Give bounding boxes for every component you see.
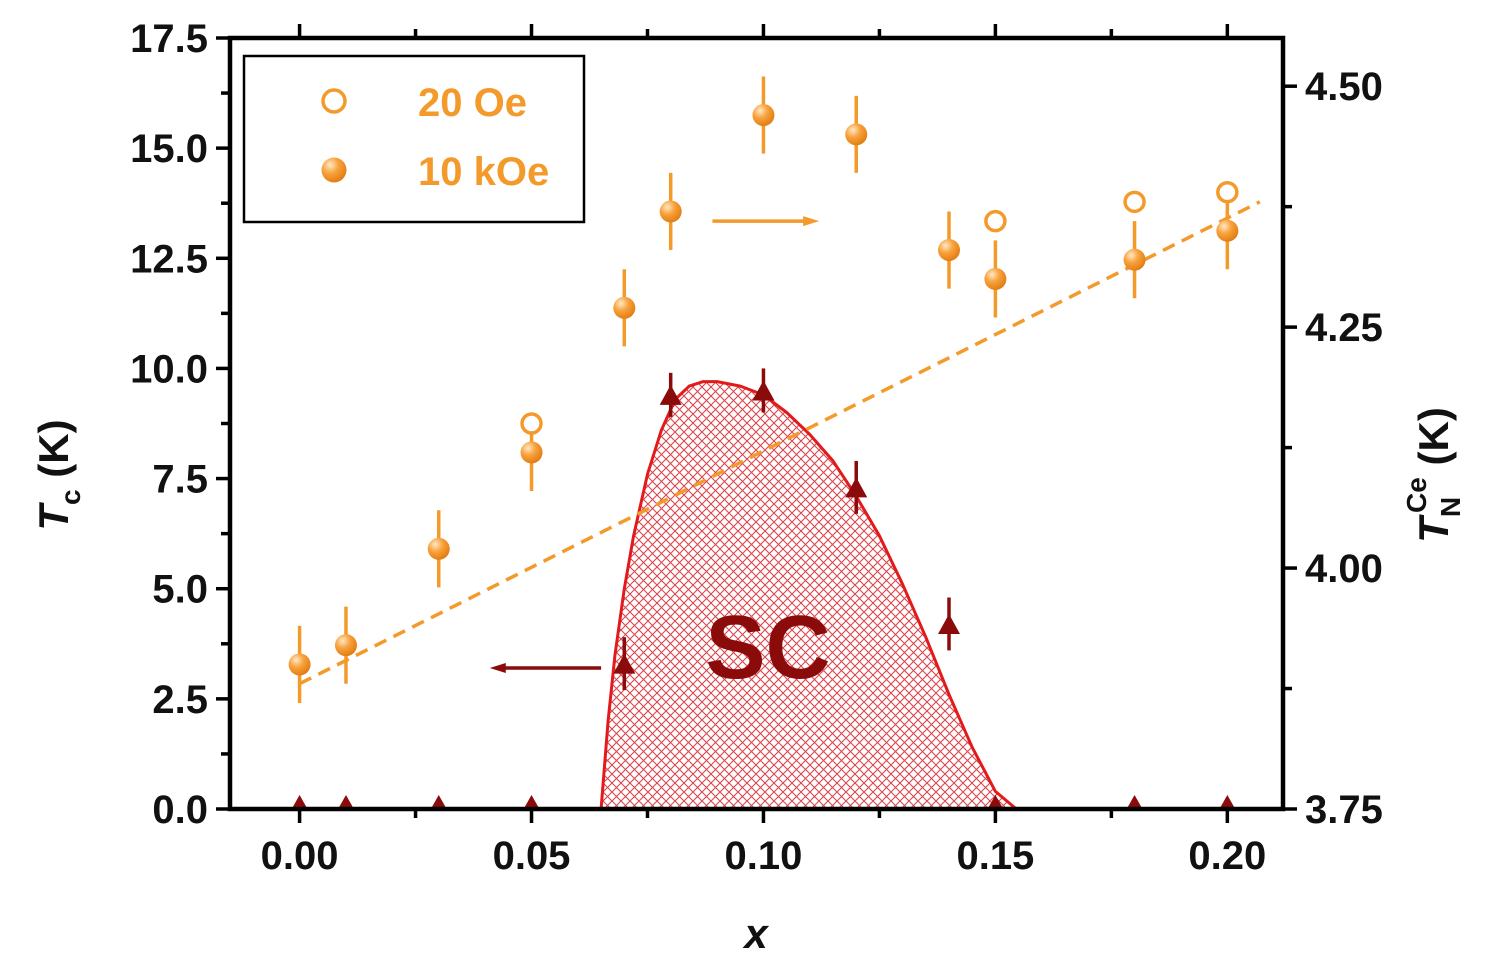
point — [659, 200, 682, 223]
point — [427, 537, 450, 560]
y-right-tick-label: 3.75 — [1305, 788, 1383, 832]
point — [984, 267, 1007, 290]
y-right-title-sup: Ce — [1401, 477, 1432, 513]
sc-annotation: SC — [705, 598, 830, 698]
point — [752, 104, 775, 127]
y-left-title-unit: (K) — [30, 419, 77, 477]
x-axis-title: x — [742, 910, 769, 957]
legend-marker-open-circle — [321, 88, 347, 114]
x-tick-label: 0.05 — [493, 834, 571, 878]
point — [984, 209, 1007, 233]
point — [520, 441, 543, 464]
point — [938, 613, 961, 634]
point — [613, 296, 636, 319]
arrow-head — [803, 216, 820, 227]
y-left-tick-label: 2.5 — [152, 678, 208, 722]
point — [659, 384, 682, 405]
arrow-head — [489, 663, 506, 674]
y-right-title-sub: N — [1435, 497, 1466, 517]
point — [1216, 219, 1239, 242]
y-right-tick-label: 4.25 — [1305, 306, 1383, 350]
point — [430, 795, 448, 810]
arrow-right-axis — [712, 216, 820, 227]
y-right-title-main: T — [1410, 514, 1457, 543]
y-right-title-unit: (K) — [1410, 407, 1457, 465]
y-left-title-main: T — [30, 502, 77, 531]
point — [523, 795, 541, 810]
legend: 20 Oe 10 kOe — [242, 54, 586, 224]
arrow-left-axis — [489, 663, 602, 674]
y-left-tick-label: 0.0 — [152, 788, 208, 832]
point — [1218, 795, 1236, 810]
svg-text:Tc (K): Tc (K) — [30, 419, 86, 530]
y-left-tick-label: 15.0 — [130, 127, 208, 171]
y-left-tick-label: 5.0 — [152, 568, 208, 612]
series-10-koe — [288, 76, 1239, 703]
y-left-tick-label: 10.0 — [130, 347, 208, 391]
point — [938, 239, 961, 262]
series-tc — [291, 368, 1236, 810]
legend-marker-filled-circle — [321, 157, 347, 183]
legend-box — [242, 54, 586, 224]
point — [1216, 180, 1239, 204]
x-tick-label: 0.00 — [261, 834, 339, 878]
x-tick-label: 0.15 — [956, 834, 1034, 878]
point — [520, 412, 543, 435]
point — [986, 795, 1004, 810]
fit-line — [298, 200, 1261, 686]
y-left-tick-label: 17.5 — [130, 17, 208, 61]
point — [1123, 248, 1146, 271]
y-left-title-sub: c — [55, 489, 86, 505]
point — [334, 634, 357, 657]
point — [288, 653, 311, 676]
y-right-tick-label: 4.00 — [1305, 547, 1383, 591]
legend-label-20-oe: 20 Oe — [418, 81, 527, 125]
point — [337, 795, 355, 810]
x-tick-label: 0.10 — [725, 834, 803, 878]
series-20-oe — [520, 180, 1239, 435]
point — [613, 653, 636, 674]
point — [291, 795, 309, 810]
y-left-axis-title: Tc (K) — [30, 419, 86, 530]
y-left-tick-label: 7.5 — [152, 458, 208, 502]
point — [845, 477, 868, 498]
point — [1126, 795, 1144, 810]
svg-text:TNCe (K): TNCe (K) — [1401, 407, 1466, 543]
y-right-axis-title: TNCe (K) — [1401, 407, 1466, 543]
point — [752, 380, 775, 401]
sc-dome — [599, 380, 1018, 811]
y-right-tick-label: 4.50 — [1305, 65, 1383, 109]
legend-label-10-koe: 10 kOe — [418, 150, 549, 194]
x-tick-label: 0.20 — [1188, 834, 1266, 878]
point — [1123, 190, 1146, 214]
point — [845, 123, 868, 146]
y-left-tick-label: 12.5 — [130, 237, 208, 281]
